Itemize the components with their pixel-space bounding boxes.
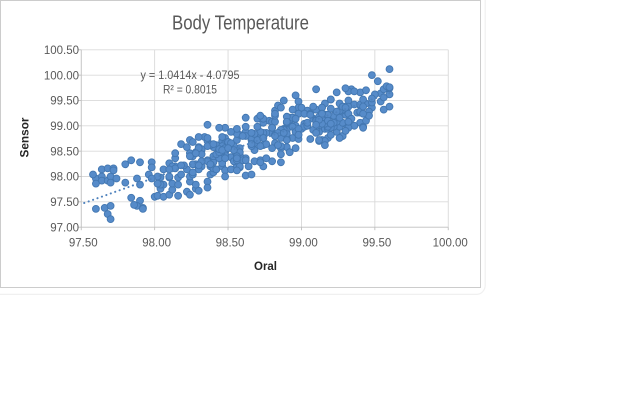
svg-text:100.00: 100.00	[44, 70, 79, 82]
svg-text:100.50: 100.50	[44, 45, 79, 57]
svg-text:98.50: 98.50	[216, 238, 245, 250]
svg-text:98.50: 98.50	[50, 146, 79, 158]
svg-text:97.00: 97.00	[50, 222, 79, 234]
svg-text:99.50: 99.50	[362, 238, 391, 250]
svg-text:98.00: 98.00	[50, 172, 79, 184]
svg-text:R² = 0.8015: R² = 0.8015	[163, 83, 217, 97]
svg-text:97.50: 97.50	[69, 238, 98, 250]
svg-text:Body Temperature: Body Temperature	[172, 13, 309, 35]
svg-text:97.50: 97.50	[50, 197, 79, 209]
svg-text:Sensor: Sensor	[18, 117, 32, 157]
svg-text:y = 1.0414x - 4.0795: y = 1.0414x - 4.0795	[141, 68, 240, 82]
svg-text:99.00: 99.00	[289, 238, 318, 250]
svg-text:98.00: 98.00	[142, 238, 171, 250]
svg-text:99.50: 99.50	[50, 96, 79, 108]
svg-text:Oral: Oral	[254, 259, 277, 273]
svg-text:99.00: 99.00	[50, 121, 79, 133]
svg-text:100.00: 100.00	[433, 238, 468, 250]
